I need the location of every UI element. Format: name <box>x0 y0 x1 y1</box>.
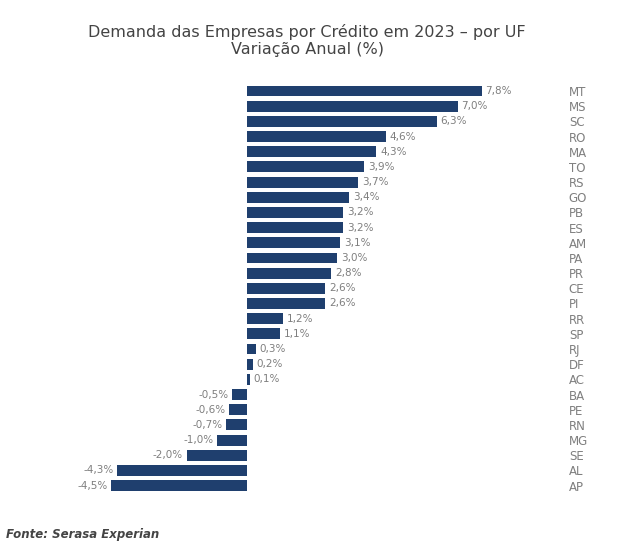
Bar <box>187 450 247 461</box>
Text: 3,0%: 3,0% <box>341 253 367 263</box>
Text: -0,6%: -0,6% <box>195 405 225 415</box>
Text: 1,1%: 1,1% <box>284 329 310 339</box>
Bar <box>226 419 247 430</box>
Text: -4,3%: -4,3% <box>84 466 114 475</box>
Bar <box>111 480 247 491</box>
Bar <box>247 237 340 248</box>
Bar <box>247 374 250 385</box>
Bar <box>247 358 253 370</box>
Text: 7,8%: 7,8% <box>486 86 512 96</box>
Bar <box>247 192 349 203</box>
Bar <box>232 389 247 400</box>
Bar <box>217 435 247 446</box>
Text: 3,1%: 3,1% <box>344 238 371 248</box>
Text: -2,0%: -2,0% <box>153 450 183 460</box>
Text: 0,3%: 0,3% <box>260 344 286 354</box>
Text: 2,6%: 2,6% <box>329 283 355 293</box>
Bar <box>247 116 436 127</box>
Bar <box>247 207 343 218</box>
Text: Fonte: Serasa Experian: Fonte: Serasa Experian <box>6 528 159 541</box>
Bar <box>247 101 458 112</box>
Bar <box>247 252 337 263</box>
Text: -0,5%: -0,5% <box>198 390 228 399</box>
Bar <box>247 177 358 188</box>
Bar <box>229 404 247 415</box>
Bar <box>247 131 385 142</box>
Text: 7,0%: 7,0% <box>461 101 488 111</box>
Text: -4,5%: -4,5% <box>77 480 108 491</box>
Bar <box>247 268 332 279</box>
Text: 3,4%: 3,4% <box>353 192 380 202</box>
Text: 4,6%: 4,6% <box>389 132 415 141</box>
Text: 3,2%: 3,2% <box>347 207 374 218</box>
Bar <box>247 283 325 294</box>
Bar <box>247 222 343 233</box>
Text: 4,3%: 4,3% <box>380 147 406 157</box>
Text: 3,7%: 3,7% <box>362 177 388 187</box>
Bar <box>247 162 364 172</box>
Bar <box>247 329 280 339</box>
Bar <box>247 146 376 157</box>
Text: 3,9%: 3,9% <box>368 162 394 172</box>
Text: 2,8%: 2,8% <box>335 268 362 278</box>
Bar <box>247 344 256 355</box>
Bar <box>247 298 325 309</box>
Text: -0,7%: -0,7% <box>192 420 222 430</box>
Title: Demanda das Empresas por Crédito em 2023 – por UF
Variação Anual (%): Demanda das Empresas por Crédito em 2023… <box>88 24 526 57</box>
Bar <box>247 313 283 324</box>
Text: 6,3%: 6,3% <box>440 116 467 126</box>
Text: 2,6%: 2,6% <box>329 299 355 308</box>
Text: 1,2%: 1,2% <box>287 314 313 324</box>
Text: 0,2%: 0,2% <box>257 359 283 369</box>
Text: -1,0%: -1,0% <box>183 435 213 445</box>
Bar <box>247 85 482 96</box>
Text: 0,1%: 0,1% <box>253 374 280 385</box>
Text: 3,2%: 3,2% <box>347 222 374 233</box>
Bar <box>118 465 247 476</box>
